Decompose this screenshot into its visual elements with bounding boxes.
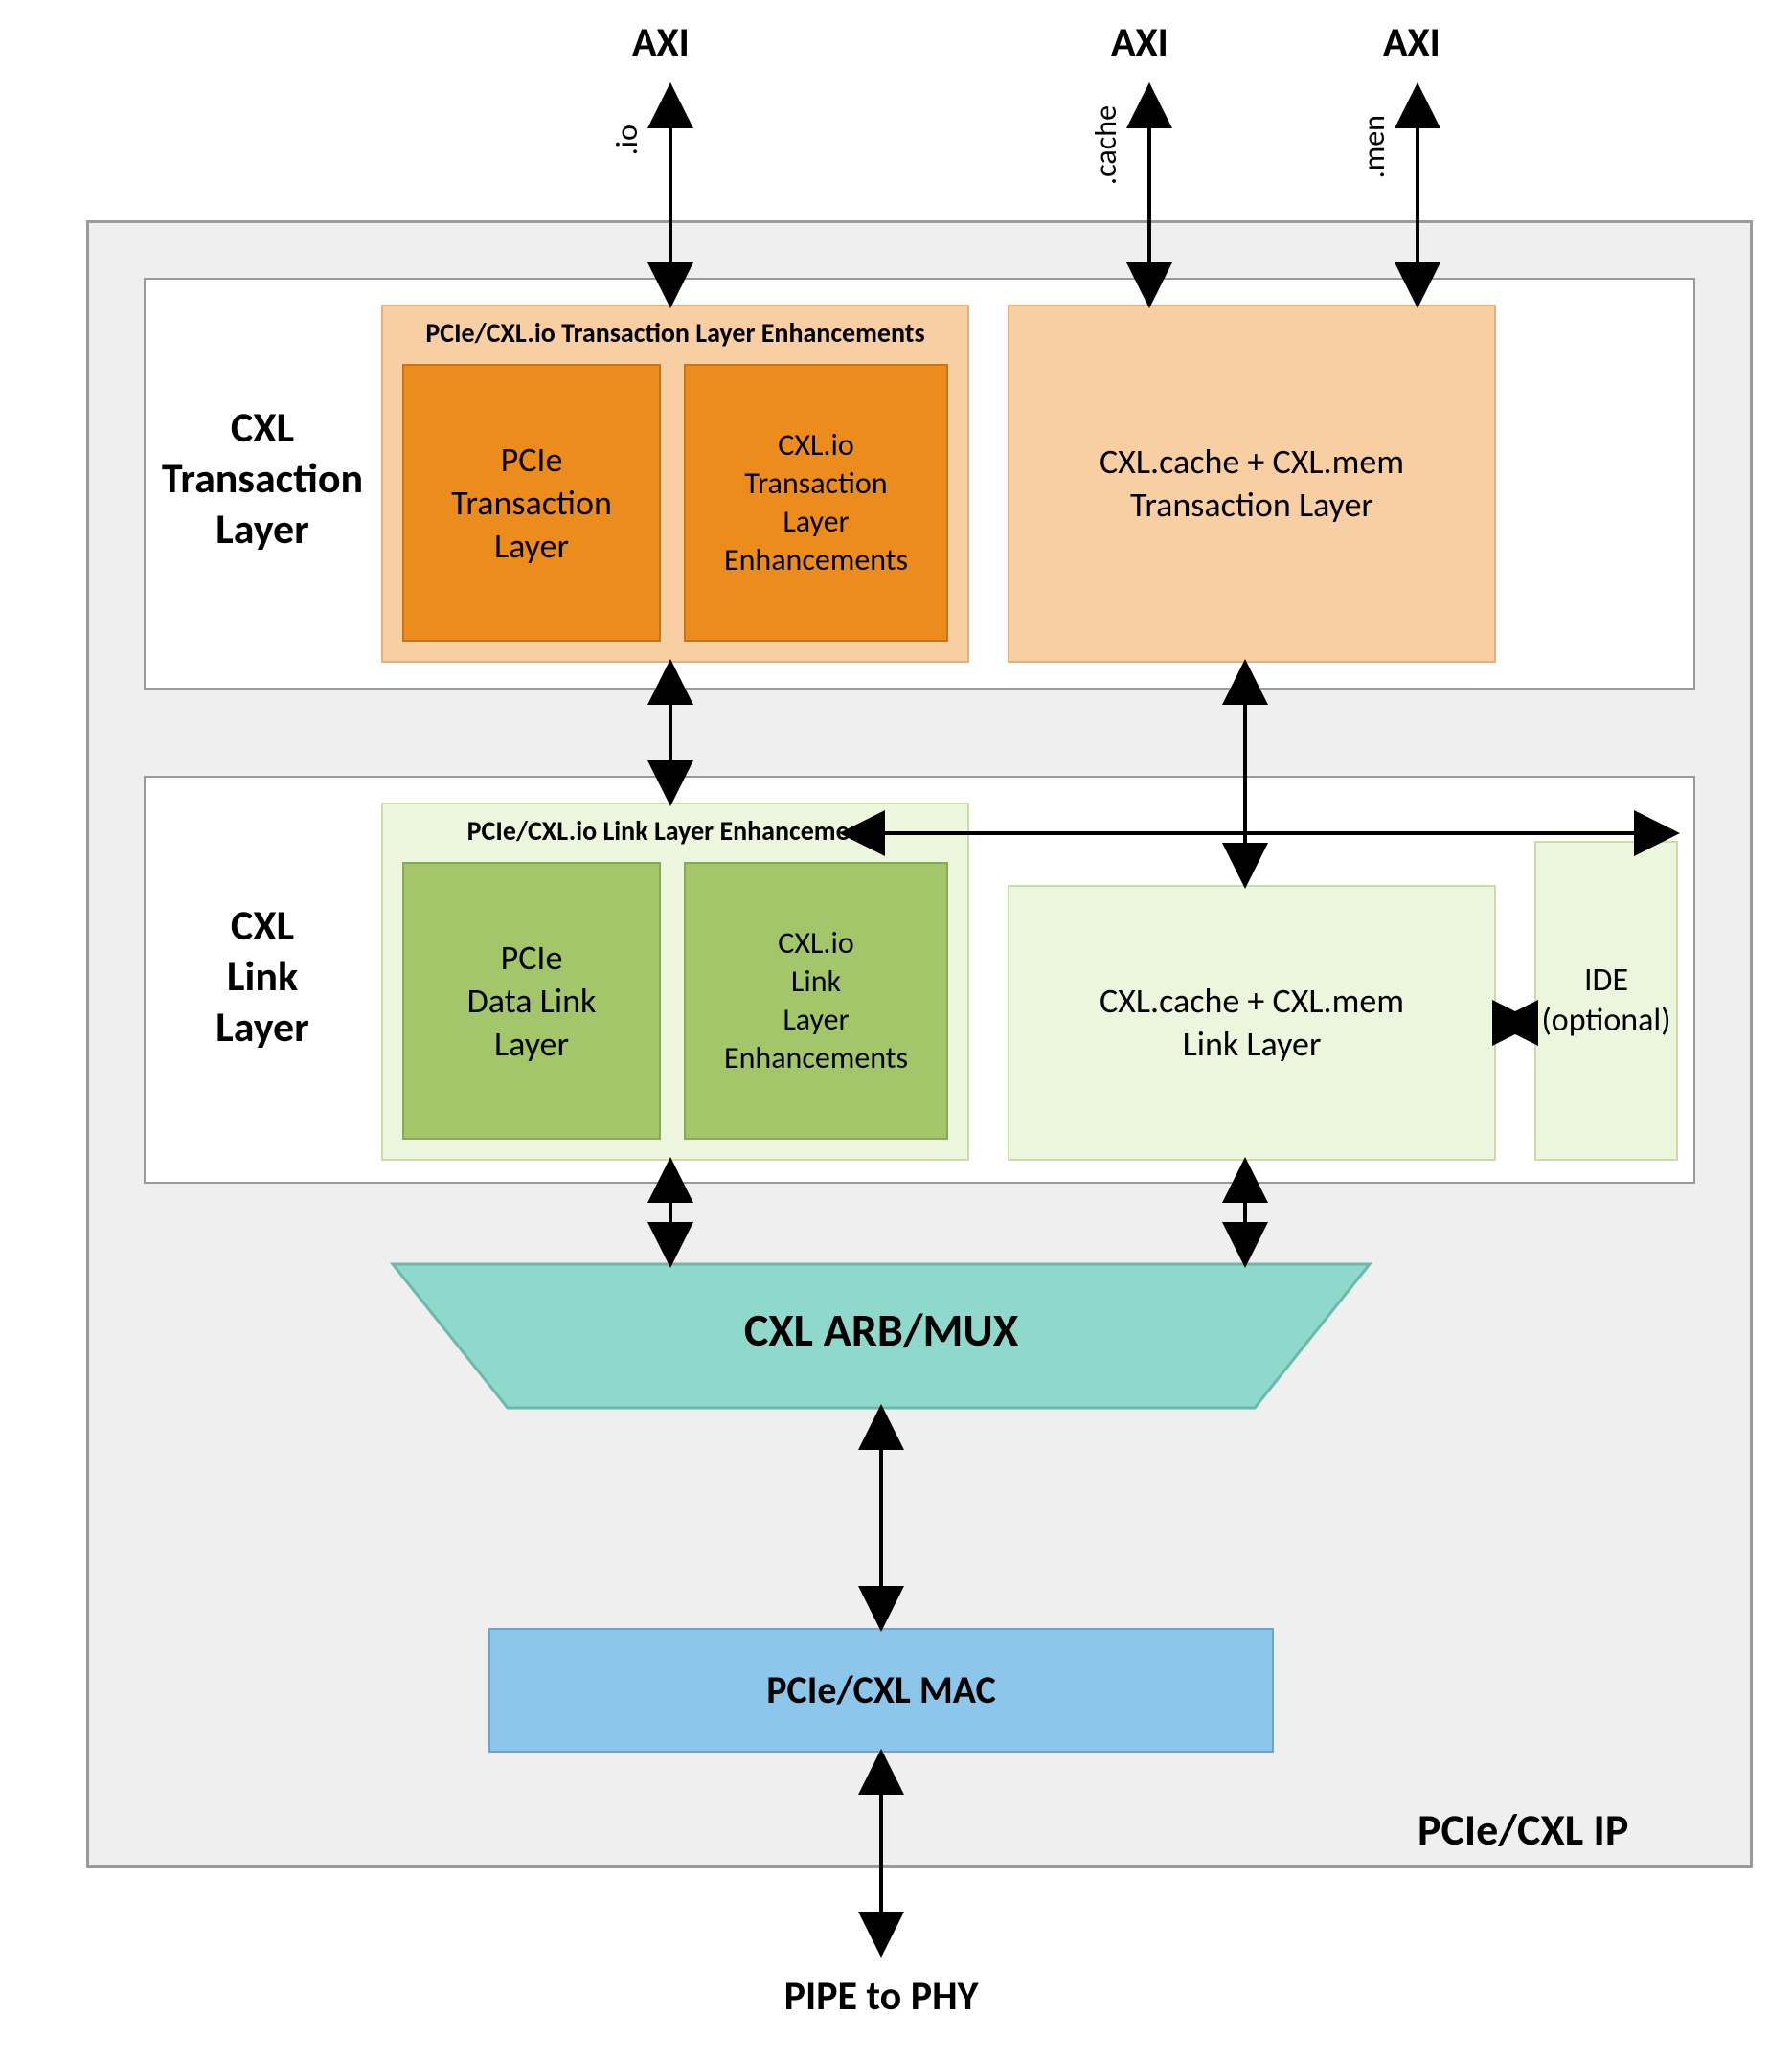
cachemem-transaction-text: CXL.cache + CXL.mem Transaction Layer — [1100, 441, 1404, 527]
cachemem-link-text: CXL.cache + CXL.mem Link Layer — [1100, 980, 1404, 1066]
axi-mem-sub: .men — [1356, 115, 1393, 178]
cxlio-transaction-block: CXL.io Transaction Layer Enhancements — [684, 364, 948, 642]
pcie-transaction-block: PCIe Transaction Layer — [402, 364, 661, 642]
cachemem-transaction-block: CXL.cache + CXL.mem Transaction Layer — [1008, 305, 1496, 663]
pcie-link-block: PCIe Data Link Layer — [402, 862, 661, 1140]
axi-cache-label: AXI — [1111, 19, 1168, 67]
pcie-transaction-text: PCIe Transaction Layer — [451, 439, 612, 568]
mac-text: PCIe/CXL MAC — [766, 1666, 996, 1714]
io-link-group-header: PCIe/CXL.io Link Layer Enhancements — [460, 804, 892, 848]
axi-cache-sub: .cache — [1088, 105, 1124, 185]
transaction-side-label: CXL Transaction Layer — [144, 402, 381, 554]
ip-label: PCIe/CXL IP — [1418, 1804, 1628, 1857]
cxlio-link-text: CXL.io Link Layer Enhancements — [724, 924, 908, 1077]
ide-block: IDE (optional) — [1534, 841, 1678, 1161]
cxlio-transaction-text: CXL.io Transaction Layer Enhancements — [724, 426, 908, 579]
axi-io-sub: .io — [609, 125, 646, 155]
link-side-label: CXL Link Layer — [144, 900, 381, 1052]
axi-mem-label: AXI — [1383, 19, 1440, 67]
cachemem-link-block: CXL.cache + CXL.mem Link Layer — [1008, 885, 1496, 1161]
pcie-link-text: PCIe Data Link Layer — [467, 937, 597, 1066]
pipe-label: PIPE to PHY — [728, 1973, 1034, 2021]
mac-block: PCIe/CXL MAC — [488, 1628, 1274, 1753]
axi-io-label: AXI — [632, 19, 690, 67]
ide-text: IDE (optional) — [1541, 961, 1670, 1042]
io-transaction-group-header: PCIe/CXL.io Transaction Layer Enhancemen… — [418, 306, 932, 350]
cxlio-link-block: CXL.io Link Layer Enhancements — [684, 862, 948, 1140]
arbmux-label: CXL ARB/MUX — [393, 1302, 1370, 1358]
